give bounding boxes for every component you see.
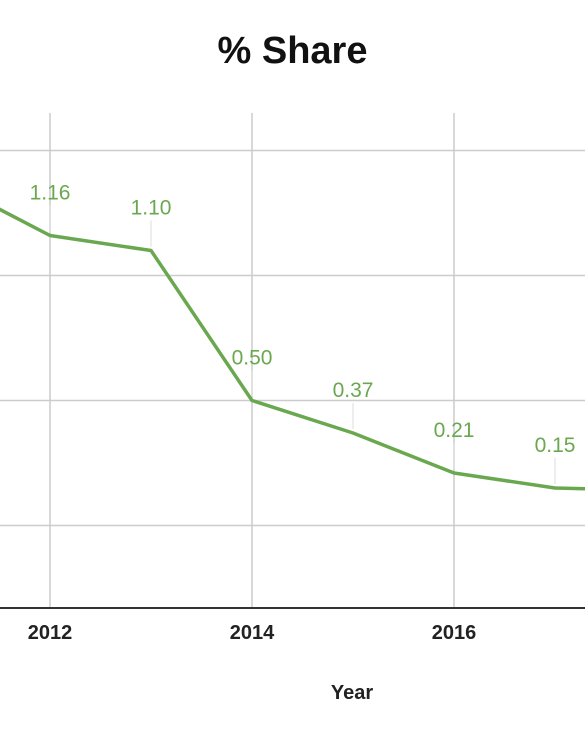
data-label: 1.16 <box>30 182 71 205</box>
chart-title: % Share <box>217 30 368 72</box>
data-label: 0.15 <box>535 434 576 457</box>
x-axis-title: Year <box>331 682 373 704</box>
x-tick-label: 2014 <box>230 622 275 644</box>
data-label: 0.37 <box>333 379 374 402</box>
x-tick-label: 2012 <box>28 622 73 644</box>
series-line-layer <box>0 207 585 491</box>
data-label-layer: 1.16 1.10 0.50 0.37 0.21 0.15 <box>30 182 576 484</box>
x-tick-label: 2016 <box>432 622 477 644</box>
grid-lines <box>0 113 585 608</box>
data-label: 0.21 <box>434 419 475 442</box>
data-label: 0.50 <box>232 347 273 370</box>
series-line <box>0 207 585 491</box>
x-axis: 2012 2014 2016 <box>0 607 585 644</box>
data-label: 1.10 <box>131 197 172 220</box>
